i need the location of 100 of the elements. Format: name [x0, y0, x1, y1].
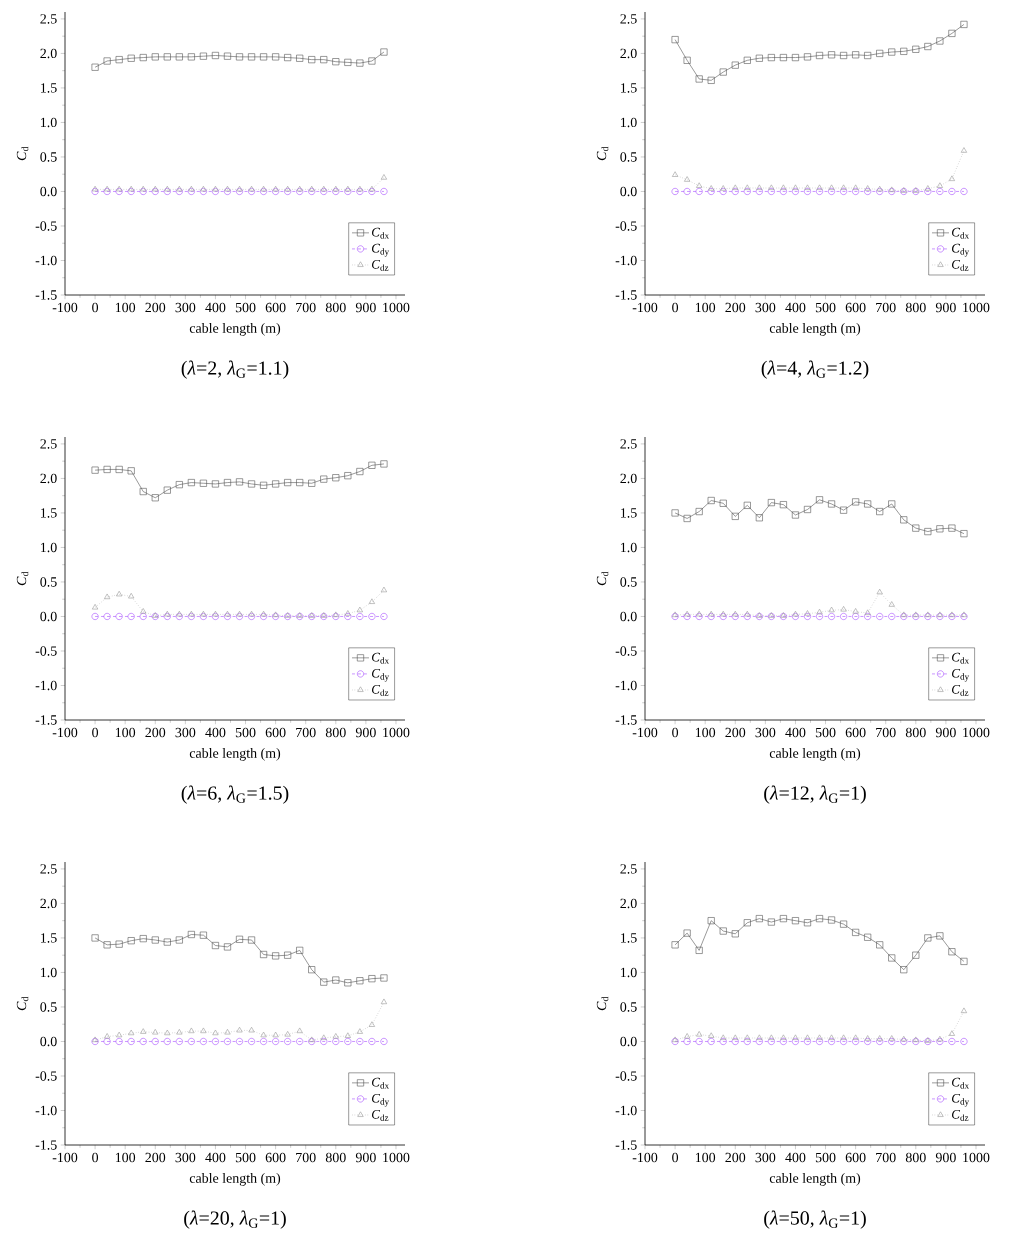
point — [695, 75, 703, 83]
point — [732, 184, 739, 190]
x-tick-label: 800 — [905, 1152, 926, 1163]
point — [91, 63, 99, 71]
text: (λ=4, λ$_{G}$=1.2) — [761, 360, 869, 379]
legend-label: C$_{dz}$ — [372, 684, 389, 696]
x-tick-label: 600 — [265, 727, 286, 738]
point — [284, 479, 292, 487]
point — [260, 1031, 267, 1038]
y-tick-label: 0.5 — [620, 577, 637, 587]
point — [332, 1037, 340, 1045]
point — [960, 1007, 968, 1014]
point — [139, 488, 147, 496]
point — [211, 480, 219, 488]
x-tick-label: 300 — [175, 727, 196, 738]
point — [852, 928, 860, 936]
point — [816, 496, 824, 504]
point — [368, 461, 376, 469]
point — [116, 590, 123, 597]
point — [211, 1037, 219, 1045]
y-tick-label: 1.0 — [41, 542, 57, 553]
x-tick-label: 800 — [325, 302, 346, 313]
point — [296, 946, 304, 954]
legend-label: C$_{dz}$ — [372, 259, 389, 271]
x-tick-label: 300 — [755, 727, 776, 738]
y-tick-label: 0.5 — [40, 577, 57, 587]
point — [320, 1037, 328, 1045]
point — [104, 1033, 111, 1039]
point — [296, 1027, 303, 1034]
y-tick-label: 2.5 — [40, 864, 57, 874]
point — [103, 612, 111, 620]
text: (λ=6, λ$_{G}$=1.5) — [181, 785, 289, 804]
y-tick-label: 1.5 — [41, 933, 57, 943]
point — [707, 187, 715, 195]
point — [876, 1035, 883, 1041]
point — [380, 174, 388, 180]
legend-label: C$_{dz}$ — [952, 259, 969, 271]
point — [731, 512, 739, 520]
point — [960, 1037, 968, 1045]
point — [707, 1037, 715, 1045]
point — [104, 593, 111, 600]
point — [176, 1029, 183, 1035]
y-tick-label: 0.0 — [620, 1036, 637, 1047]
point — [236, 1037, 244, 1045]
x-tick-label: 500 — [815, 302, 836, 313]
x-tick-label: 200 — [145, 727, 166, 738]
point — [948, 948, 956, 956]
point — [731, 61, 739, 69]
point — [127, 937, 135, 945]
point — [768, 1034, 775, 1040]
point — [720, 1034, 727, 1040]
point — [888, 601, 895, 607]
point — [804, 610, 811, 616]
y-tick-label: -0.5 — [615, 221, 637, 231]
point — [707, 76, 715, 84]
y-tick-label: -1.0 — [35, 255, 57, 266]
x-tick-label: 0 — [92, 1152, 99, 1163]
x-tick-label: -100 — [52, 727, 78, 738]
point — [888, 1035, 895, 1041]
point — [368, 598, 375, 604]
y-tick-label: -1.5 — [615, 715, 637, 725]
point — [260, 1037, 268, 1045]
point — [284, 54, 292, 62]
point — [828, 1037, 836, 1045]
point — [284, 1037, 292, 1045]
point — [840, 606, 847, 612]
legend-label: C$_{dx}$ — [952, 1077, 970, 1089]
x-tick-label: 500 — [235, 1152, 256, 1163]
point — [103, 57, 111, 65]
y-tick-label: 2.5 — [620, 439, 637, 449]
point — [791, 1037, 799, 1045]
x-tick-label: 300 — [175, 1152, 196, 1163]
point — [356, 1028, 363, 1034]
y-axis-title: C$_{d}$ — [596, 996, 609, 1011]
point — [284, 1031, 291, 1037]
x-tick-label: 1000 — [963, 1152, 990, 1163]
x-tick-label: 100 — [695, 302, 716, 313]
x-tick-label: 700 — [876, 302, 896, 313]
point — [683, 929, 691, 937]
point — [719, 927, 727, 935]
point — [344, 610, 351, 616]
point — [683, 187, 691, 195]
point — [924, 528, 932, 536]
point — [707, 497, 715, 505]
point — [924, 43, 932, 51]
point — [780, 184, 787, 190]
x-tick-label: 600 — [265, 1152, 286, 1163]
y-tick-label: 1.5 — [41, 508, 57, 518]
point — [128, 592, 135, 599]
point — [948, 175, 955, 181]
y-axis-title: C$_{d}$ — [596, 571, 609, 586]
point — [828, 606, 835, 613]
point — [936, 525, 944, 533]
point — [803, 612, 811, 620]
point — [744, 184, 751, 190]
point — [199, 1037, 207, 1045]
point — [828, 184, 835, 190]
point — [755, 1037, 763, 1045]
y-tick-label: 1.0 — [621, 967, 637, 978]
y-tick-label: -0.5 — [35, 1071, 57, 1081]
